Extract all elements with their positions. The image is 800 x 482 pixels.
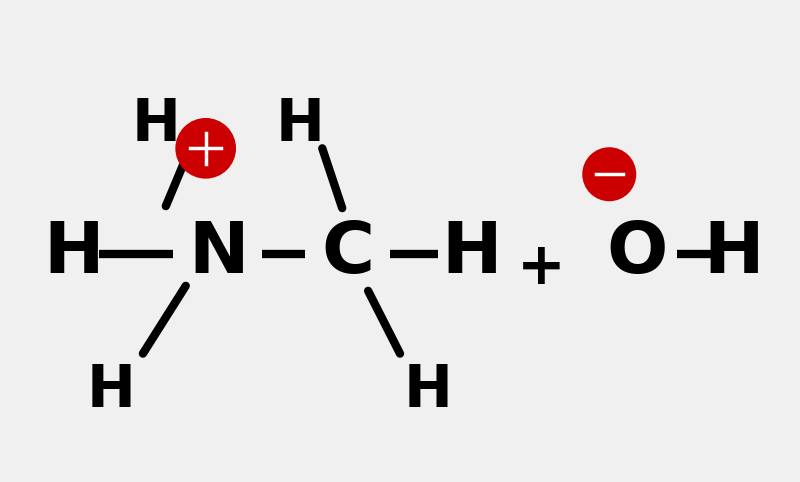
Text: H: H — [131, 96, 180, 153]
Text: N: N — [188, 219, 249, 288]
Text: C: C — [322, 219, 374, 288]
Text: H: H — [276, 96, 325, 153]
Circle shape — [178, 120, 234, 176]
Circle shape — [584, 149, 634, 199]
Text: H: H — [442, 219, 502, 288]
Text: H: H — [43, 219, 103, 288]
Text: H: H — [403, 362, 452, 419]
Text: +: + — [517, 240, 566, 296]
Text: H: H — [86, 362, 135, 419]
Text: H: H — [703, 219, 764, 288]
Text: O: O — [606, 219, 668, 288]
